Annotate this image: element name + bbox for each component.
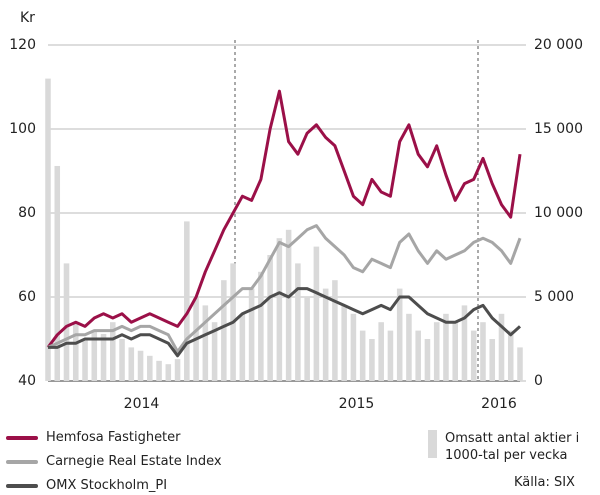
bar xyxy=(128,347,135,381)
line-series xyxy=(46,89,522,349)
y2-tick-label: 0 xyxy=(534,373,543,389)
bar xyxy=(378,322,384,381)
bar xyxy=(498,313,505,381)
y-tick-label: 40 xyxy=(18,373,36,389)
line-series xyxy=(48,287,522,358)
bar xyxy=(119,339,125,381)
bar xyxy=(63,263,70,381)
bar xyxy=(313,246,320,381)
x-tick-label: 2015 xyxy=(339,396,375,412)
y2-tick-label: 5 000 xyxy=(534,289,574,305)
bar xyxy=(387,330,394,381)
bar xyxy=(341,305,347,381)
bar xyxy=(406,313,412,381)
bar xyxy=(211,322,218,381)
bar xyxy=(285,229,292,381)
bar xyxy=(54,165,61,381)
legend-item: Hemfosa Fastigheter xyxy=(6,430,181,445)
x-tick-label: 2016 xyxy=(481,396,517,412)
bar xyxy=(470,330,477,381)
legend-label: Omsatt antal aktier i 1000-tal per vecka xyxy=(445,431,580,463)
bar xyxy=(489,339,496,381)
bar xyxy=(147,355,153,381)
legend-swatch xyxy=(6,459,38,464)
legend-item: OMX Stockholm_PI xyxy=(6,478,167,493)
y-axis-label: Kr xyxy=(20,10,35,26)
x-tick-label: 2014 xyxy=(124,396,160,412)
bar xyxy=(267,255,273,381)
y2-tick-label: 15 000 xyxy=(534,121,583,137)
y2-tick-label: 10 000 xyxy=(534,205,583,221)
legend-label: Hemfosa Fastigheter xyxy=(46,430,181,445)
y-tick-label: 80 xyxy=(18,205,36,221)
bar xyxy=(332,280,338,381)
legend-label: OMX Stockholm_PI xyxy=(46,478,168,493)
legend-label: Carnegie Real Estate Index xyxy=(46,454,222,469)
bar xyxy=(82,339,88,381)
bar xyxy=(110,322,116,381)
bar xyxy=(359,330,366,381)
bar xyxy=(184,221,190,381)
bar xyxy=(276,238,283,381)
bar xyxy=(461,305,468,381)
line-series xyxy=(47,224,522,354)
legend-swatch xyxy=(428,430,437,458)
bar xyxy=(452,322,458,381)
bar xyxy=(165,364,172,381)
y-tick-label: 100 xyxy=(9,121,36,137)
bar xyxy=(350,313,357,381)
y-tick-label: 120 xyxy=(9,37,36,53)
bar xyxy=(100,333,107,381)
legend-swatch xyxy=(6,483,38,488)
legend-swatch xyxy=(6,435,38,440)
y2-tick-label: 20 000 xyxy=(534,37,583,53)
y-tick-label: 60 xyxy=(18,289,36,305)
bar xyxy=(443,313,449,381)
legend-item: Omsatt antal aktier i 1000-tal per vecka xyxy=(428,430,600,464)
bar xyxy=(304,297,310,381)
bar xyxy=(433,322,440,381)
bar xyxy=(248,288,255,381)
bar xyxy=(91,330,98,381)
bar xyxy=(258,271,264,381)
bar xyxy=(295,263,301,381)
bar xyxy=(517,347,523,381)
chart: Kr 40 60 80 100 120 0 5 000 10 000 15 000 20 000 2… xyxy=(9,10,583,412)
bar xyxy=(156,360,162,381)
source: Källa: SIX xyxy=(514,475,575,490)
bar xyxy=(72,322,79,381)
bar xyxy=(137,350,144,381)
bar xyxy=(322,288,329,381)
bar xyxy=(202,305,209,381)
bar xyxy=(480,322,486,381)
bar xyxy=(415,330,421,381)
legend-item: Carnegie Real Estate Index xyxy=(6,454,222,469)
bar xyxy=(45,78,51,381)
bar xyxy=(396,288,403,381)
bar xyxy=(221,280,227,381)
bar xyxy=(507,330,514,381)
bar xyxy=(174,359,181,381)
bar xyxy=(369,339,375,381)
bar xyxy=(424,339,431,381)
bar xyxy=(239,313,246,381)
